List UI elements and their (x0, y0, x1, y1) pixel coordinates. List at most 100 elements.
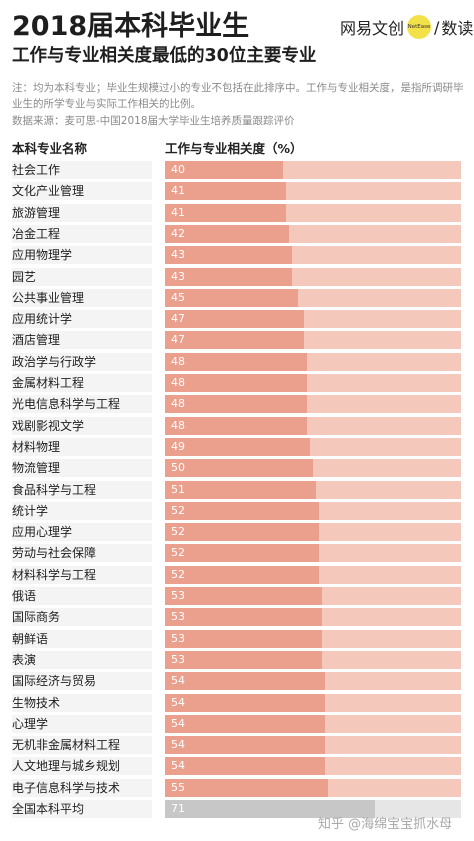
bar-track: 54 (165, 714, 461, 733)
bar-track: 52 (165, 544, 461, 563)
bar (165, 736, 325, 755)
category-label: 俄语 (12, 587, 152, 605)
average-bar (165, 800, 376, 818)
bar-value-label: 48 (171, 418, 185, 432)
bar-value-label: 53 (171, 652, 185, 666)
bar-track: 54 (165, 693, 461, 712)
category-label: 社会工作 (12, 161, 152, 179)
category-label: 无机非金属材料工程 (12, 736, 152, 755)
bar (165, 416, 308, 435)
chart-title: 2018届本科毕业生 (12, 11, 250, 42)
bar-track: 55 (165, 778, 461, 797)
category-label: 物流管理 (12, 459, 152, 478)
bar-value-label: 54 (171, 759, 185, 773)
bar-value-label: 47 (171, 312, 185, 326)
bar-value-label: 51 (171, 482, 185, 496)
bar-value-label: 52 (171, 503, 185, 517)
bar-value-label: 43 (171, 269, 185, 283)
chart-note: 注：均为本科专业；毕业生规模过小的专业不包括在此排序中。工作与专业相关度，是指所… (12, 82, 464, 110)
bar-track: 48 (165, 374, 461, 392)
category-label: 冶金工程 (12, 224, 152, 243)
brand-logo: 网易文创 NetEase / 数读 (340, 14, 473, 40)
category-label: 金属材料工程 (12, 374, 152, 392)
bar (165, 395, 308, 414)
category-label: 材料物理 (12, 437, 152, 456)
category-label: 旅游管理 (12, 203, 152, 222)
bar-track: 54 (165, 672, 461, 691)
category-label: 园艺 (12, 267, 152, 286)
bar-value-label: 54 (171, 716, 185, 730)
category-label: 文化产业管理 (12, 182, 152, 201)
bar-track: 51 (165, 480, 461, 499)
watermark: 知乎 @海绵宝宝抓水母 (318, 817, 453, 832)
bar-track: 45 (165, 288, 461, 307)
category-label: 人文地理与城乡规划 (12, 757, 152, 776)
bar (165, 565, 319, 584)
category-label: 应用物理学 (12, 246, 152, 265)
category-label: 材料科学与工程 (12, 565, 152, 584)
bar-value-label: 53 (171, 589, 185, 602)
bar-value-label: 48 (171, 376, 185, 389)
category-label: 政治学与行政学 (12, 352, 152, 371)
bar-value-label: 71 (171, 802, 185, 815)
category-label: 国际经济与贸易 (12, 672, 152, 691)
brand-separator: / (434, 17, 440, 37)
bar-value-label: 54 (171, 674, 185, 688)
bar-value-label: 52 (171, 546, 185, 560)
bar-track: 54 (165, 757, 461, 776)
bar (165, 501, 319, 520)
bar-track: 40 (165, 161, 461, 179)
bar-track: 53 (165, 650, 461, 669)
bar-track: 71 (165, 800, 461, 818)
bar (165, 224, 290, 243)
bar (165, 459, 313, 478)
brand-badge-icon: NetEase (407, 15, 432, 39)
bar-track: 47 (165, 310, 461, 329)
category-label: 酒店管理 (12, 331, 152, 350)
bar-track: 52 (165, 565, 461, 584)
chart-subtitle: 工作与专业相关度最低的30位主要专业 (12, 46, 317, 66)
bar-value-label: 42 (171, 226, 185, 240)
bar (165, 352, 308, 371)
bar (165, 587, 322, 605)
bar-value-label: 47 (171, 333, 185, 347)
category-label: 生物技术 (12, 693, 152, 712)
bar-track: 41 (165, 182, 461, 201)
bar-value-label: 52 (171, 567, 185, 581)
bar-value-label: 43 (171, 248, 185, 262)
bar-value-label: 41 (171, 184, 185, 198)
data-source: 数据来源：麦可思-中国2018届大学毕业生培养质量跟踪评价 (12, 115, 295, 127)
bar (165, 182, 287, 201)
brand-sub: 数读 (441, 19, 474, 38)
bar-value-label: 54 (171, 738, 185, 752)
bar (165, 523, 319, 542)
bar-value-label: 53 (171, 610, 185, 624)
bar (165, 331, 305, 350)
value-column-header: 工作与专业相关度（%） (165, 141, 303, 156)
bar (165, 672, 325, 691)
bar (165, 778, 328, 797)
bar (165, 544, 319, 563)
bar (165, 650, 322, 669)
bar-track: 48 (165, 395, 461, 414)
bar-value-label: 40 (171, 163, 185, 176)
bar (165, 693, 325, 712)
bar (165, 374, 308, 392)
bar (165, 203, 287, 222)
bar-track: 41 (165, 203, 461, 222)
bar (165, 629, 322, 648)
bar-track: 54 (165, 736, 461, 755)
bar-value-label: 54 (171, 695, 185, 709)
category-label: 光电信息科学与工程 (12, 395, 152, 414)
bar-track: 53 (165, 629, 461, 648)
average-label: 全国本科平均 (12, 800, 152, 818)
bar (165, 437, 311, 456)
bar-track: 47 (165, 331, 461, 350)
bar (165, 480, 316, 499)
bar (165, 757, 325, 776)
bar-value-label: 48 (171, 397, 185, 411)
bar (165, 246, 293, 265)
category-label: 国际商务 (12, 608, 152, 627)
category-label: 公共事业管理 (12, 288, 152, 307)
